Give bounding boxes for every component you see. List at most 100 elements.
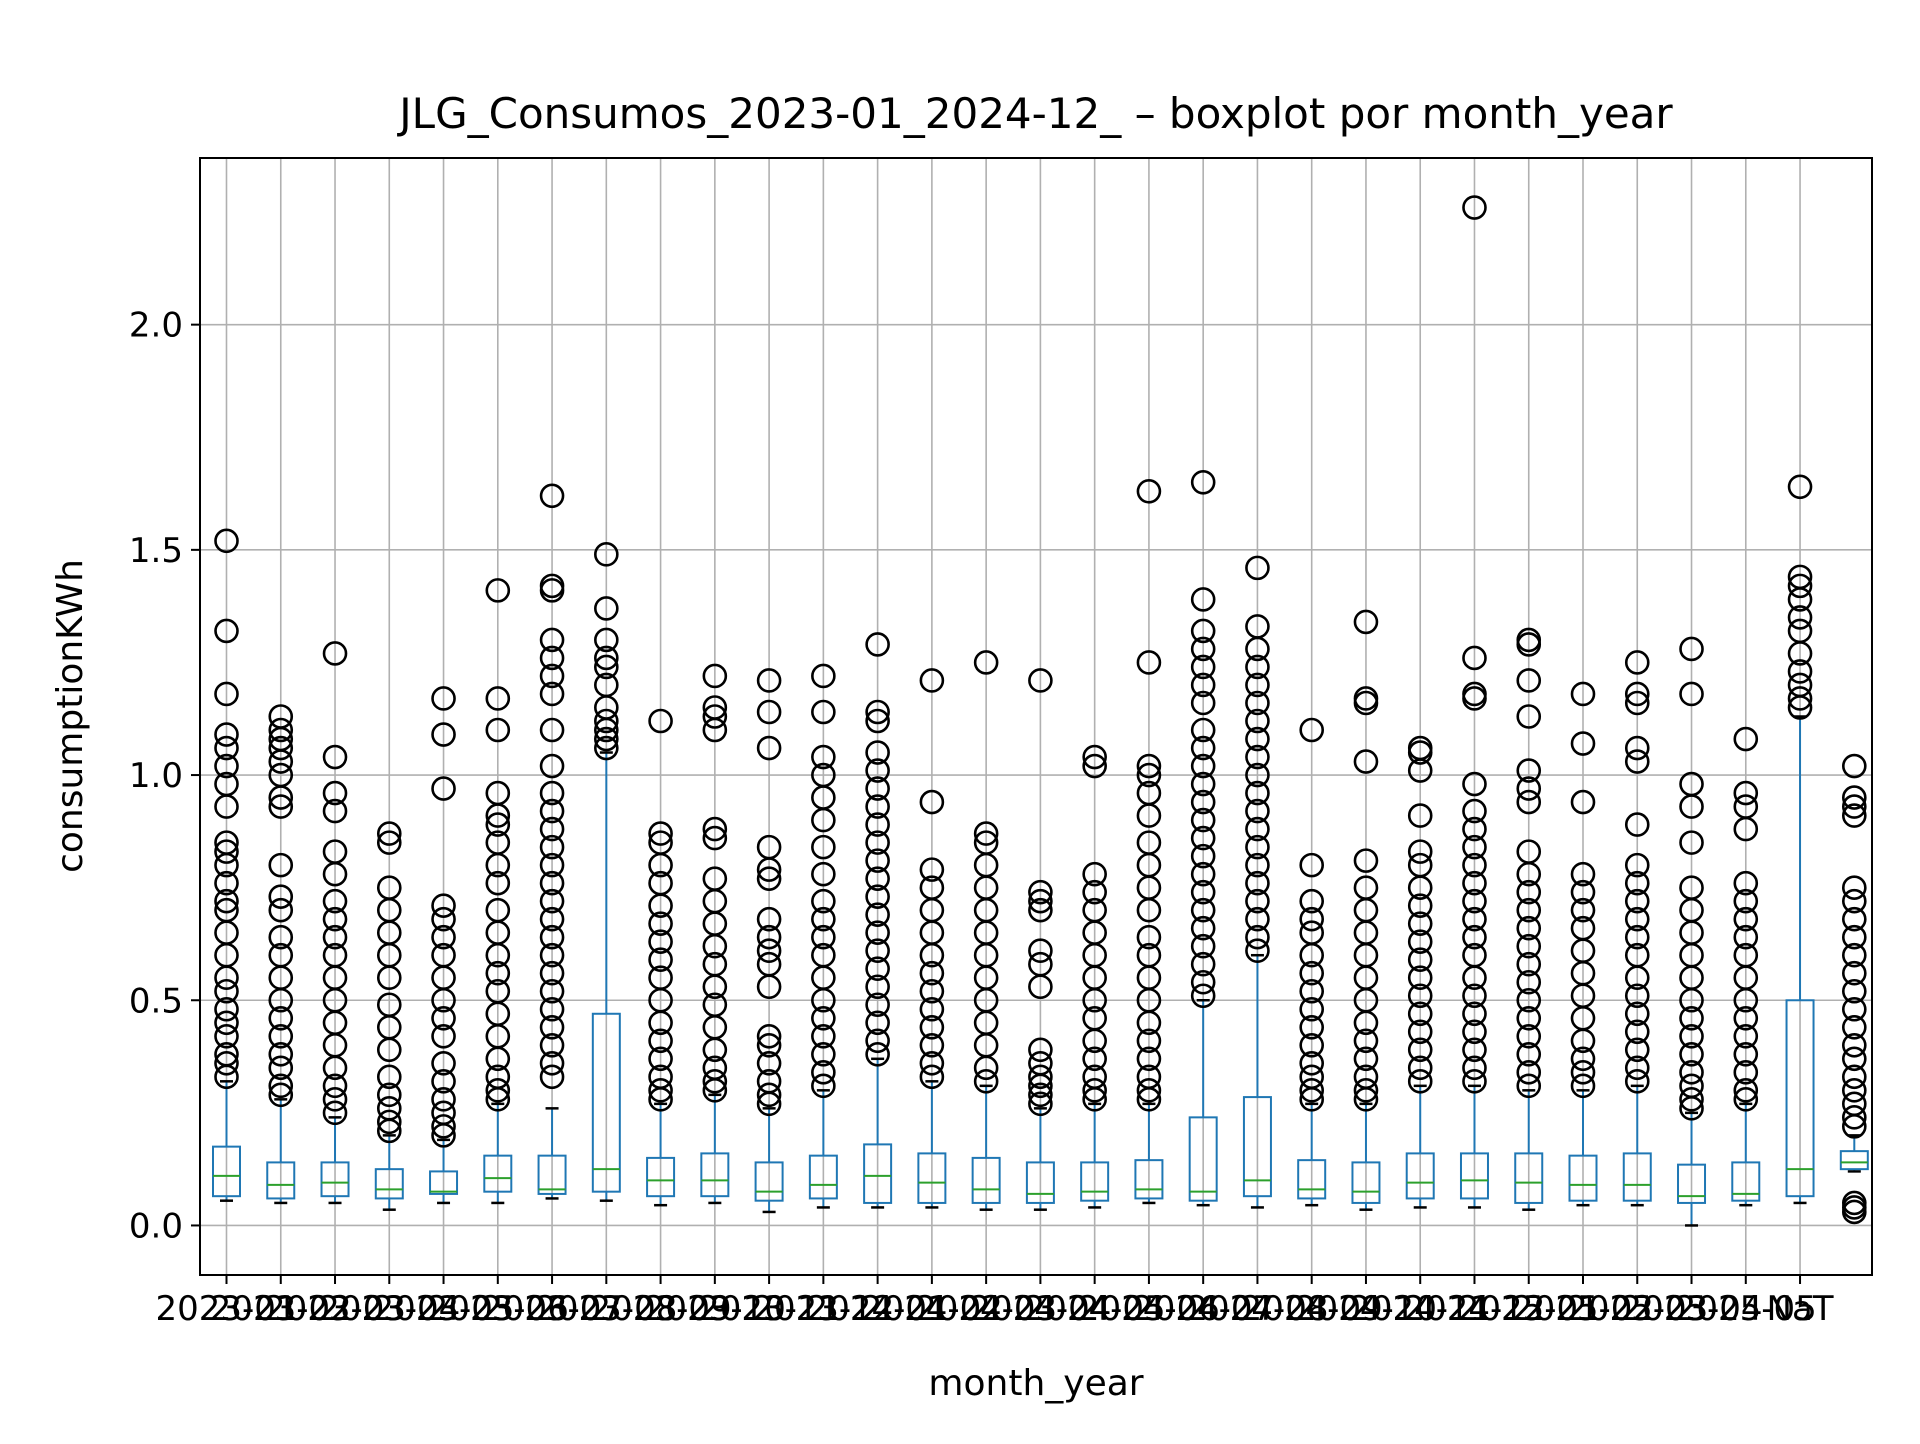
outlier-point [865, 812, 890, 837]
outlier-point [1353, 848, 1379, 873]
outlier-point [1842, 942, 1867, 968]
box-iqr [1785, 999, 1815, 1198]
outlier-point [268, 1082, 294, 1108]
box-iqr [537, 1154, 567, 1195]
outlier-point [1190, 618, 1216, 644]
outlier-point [702, 951, 728, 977]
outlier-point [431, 1114, 456, 1139]
outlier-point [1353, 609, 1379, 635]
outlier-point [539, 663, 565, 689]
outlier-point [1245, 816, 1270, 842]
outlier-point [539, 816, 565, 842]
outlier-point [431, 924, 456, 950]
box-group [1188, 469, 1218, 1207]
outlier-point [1624, 749, 1650, 774]
outlier-point [1570, 1060, 1596, 1085]
box-iqr [646, 1156, 676, 1198]
outlier-point [1462, 1019, 1487, 1045]
outlier-point [594, 672, 619, 698]
outlier-point [1842, 978, 1867, 1004]
outlier-point [539, 1064, 565, 1090]
x-tick-label: NaT [1767, 1289, 1834, 1329]
outlier-point [322, 888, 348, 914]
outlier-point [1245, 708, 1270, 734]
outlier-point [214, 1042, 239, 1067]
box-iqr [1731, 1161, 1761, 1202]
outlier-point [756, 924, 782, 950]
outlier-point [865, 794, 890, 819]
outlier-point [268, 1055, 294, 1081]
outlier-point [539, 978, 565, 1004]
outlier-point [702, 866, 728, 891]
outlier-point [214, 830, 239, 855]
outlier-point [1570, 1046, 1596, 1072]
outlier-point [1733, 924, 1759, 950]
outlier-point [1082, 861, 1107, 887]
box-iqr [1459, 1152, 1489, 1200]
outlier-point [1407, 1037, 1433, 1063]
y-tick-label: 2.0 [129, 306, 183, 346]
outlier-point [539, 753, 565, 779]
outlier-point [1733, 942, 1759, 968]
outlier-point [214, 1051, 239, 1076]
x-axis-label: month_year [928, 1363, 1143, 1404]
outlier-point [539, 483, 565, 509]
x-tick-label: 2023-09 [590, 1289, 732, 1329]
outlier-point [1462, 771, 1487, 797]
outlier-point [539, 573, 565, 599]
box-iqr [863, 1143, 893, 1204]
outlier-point [1190, 915, 1216, 941]
outlier-point [594, 627, 619, 653]
outlier-point [756, 1069, 782, 1094]
outlier-point [865, 974, 890, 1000]
outlier-point [1299, 1014, 1324, 1040]
box-group [1351, 609, 1381, 1211]
outlier-point [1624, 681, 1650, 707]
outlier-point [431, 1051, 456, 1076]
outlier-point [214, 681, 239, 707]
outlier-point [865, 1028, 890, 1054]
box-iqr [1568, 1154, 1598, 1202]
outlier-point [485, 978, 511, 1004]
outlier-point [594, 708, 619, 734]
outlier-point [811, 1073, 836, 1099]
outlier-point [485, 578, 511, 603]
outlier-point [648, 708, 673, 734]
outlier-point [431, 893, 456, 918]
outlier-point [539, 1032, 565, 1058]
outlier-point [702, 992, 728, 1018]
x-tick-label: 2023-11 [698, 1289, 840, 1329]
outlier-point [1733, 726, 1759, 752]
outlier-point [1787, 564, 1813, 590]
outlier-point [485, 830, 511, 855]
outlier-point [1624, 924, 1650, 950]
outlier-point [1516, 879, 1542, 905]
plot-area-frame [199, 157, 1873, 1276]
outlier-point [1190, 983, 1216, 1009]
outlier-point [1190, 672, 1216, 698]
outlier-point [1082, 1078, 1107, 1103]
outlier-point [1842, 1091, 1867, 1117]
outlier-point [1462, 645, 1487, 671]
outlier-point [322, 641, 348, 666]
outlier-point [214, 1010, 239, 1036]
outlier-point [431, 1023, 456, 1049]
box-iqr [320, 1161, 350, 1198]
outlier-point [376, 992, 402, 1018]
outlier-point [1842, 1014, 1867, 1040]
outlier-point [1190, 690, 1216, 716]
x-tick-label: 2023-03 [264, 1289, 406, 1329]
outlier-point [1245, 798, 1270, 824]
outlier-point [919, 960, 945, 986]
box-iqr [1080, 1161, 1110, 1202]
outlier-point [811, 699, 836, 725]
outlier-point [1028, 951, 1053, 977]
outlier-point [1516, 1042, 1542, 1067]
outlier-point [539, 798, 565, 824]
outlier-point [1516, 839, 1542, 864]
outlier-point [1245, 672, 1270, 698]
outlier-point [1462, 834, 1487, 860]
outlier-point [865, 884, 890, 909]
outlier-point [431, 686, 456, 711]
outlier-point [214, 888, 239, 914]
